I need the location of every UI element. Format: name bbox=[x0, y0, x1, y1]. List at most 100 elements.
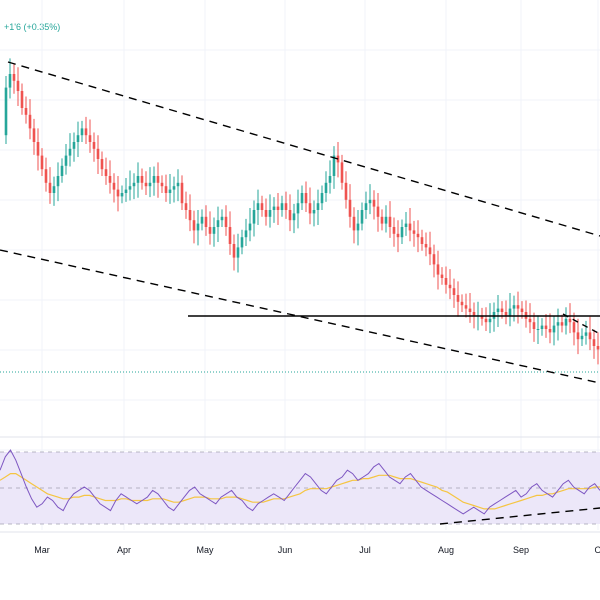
candle-body bbox=[580, 335, 584, 340]
candle-body bbox=[408, 223, 412, 231]
candle-body bbox=[220, 216, 224, 221]
candle-body bbox=[236, 247, 240, 258]
candle-body bbox=[444, 278, 448, 285]
candle-body bbox=[380, 216, 384, 224]
candle-body bbox=[148, 182, 152, 187]
candle-body bbox=[552, 325, 556, 333]
candle-body bbox=[576, 332, 580, 340]
candle-body bbox=[108, 176, 112, 183]
candle-body bbox=[588, 332, 592, 340]
candle-body bbox=[44, 169, 48, 183]
candle-body bbox=[532, 322, 536, 329]
candle-body bbox=[536, 329, 540, 330]
candle-body bbox=[168, 189, 172, 193]
candle-body bbox=[172, 186, 176, 190]
candle-body bbox=[332, 155, 336, 176]
candle-body bbox=[212, 227, 216, 234]
candle-body bbox=[72, 142, 76, 149]
candle-body bbox=[160, 182, 164, 187]
candle-body bbox=[132, 182, 136, 187]
candle-body bbox=[260, 203, 264, 210]
candle-body bbox=[436, 264, 440, 275]
candle-body bbox=[36, 142, 40, 156]
candle-body bbox=[56, 176, 60, 187]
candle-body bbox=[400, 227, 404, 238]
candle-body bbox=[428, 247, 432, 255]
candle-body bbox=[120, 193, 124, 197]
candle-body bbox=[8, 74, 12, 88]
candle-body bbox=[116, 189, 120, 197]
x-tick-label: Sep bbox=[513, 545, 529, 555]
candle-body bbox=[592, 339, 596, 346]
candle-body bbox=[200, 216, 204, 224]
candle-body bbox=[364, 203, 368, 210]
candle-body bbox=[396, 233, 400, 238]
candle-body bbox=[544, 325, 548, 329]
candle-body bbox=[12, 74, 16, 81]
candle-body bbox=[540, 325, 544, 329]
candle-body bbox=[324, 182, 328, 193]
candle-body bbox=[368, 199, 372, 204]
candle-body bbox=[352, 216, 356, 231]
candle-body bbox=[124, 189, 128, 193]
candle-body bbox=[64, 155, 68, 166]
candle-body bbox=[96, 148, 100, 159]
candle-body bbox=[156, 176, 160, 183]
candle-body bbox=[80, 128, 84, 136]
x-tick-label: Aug bbox=[438, 545, 454, 555]
candle-body bbox=[384, 216, 388, 224]
candle-body bbox=[512, 305, 516, 309]
candle-body bbox=[184, 203, 188, 210]
candle-body bbox=[556, 322, 560, 326]
candle-body bbox=[304, 193, 308, 204]
candle-body bbox=[164, 186, 168, 193]
x-tick-label: Jul bbox=[359, 545, 371, 555]
candle-body bbox=[296, 203, 300, 214]
candle-body bbox=[232, 244, 236, 258]
candle-body bbox=[372, 199, 376, 207]
candle-body bbox=[128, 186, 132, 190]
candle-body bbox=[500, 308, 504, 312]
candle-body bbox=[468, 308, 472, 312]
candle-body bbox=[152, 176, 156, 183]
candle-body bbox=[104, 169, 108, 176]
x-tick-label: Jun bbox=[278, 545, 293, 555]
candle-body bbox=[572, 322, 576, 333]
candle-body bbox=[244, 230, 248, 238]
candle-body bbox=[344, 182, 348, 200]
candle-body bbox=[328, 176, 332, 183]
candle-body bbox=[28, 114, 32, 129]
candle-body bbox=[472, 312, 476, 316]
candle-body bbox=[456, 295, 460, 302]
x-tick-label: May bbox=[196, 545, 214, 555]
candle-body bbox=[548, 329, 552, 333]
candle-body bbox=[256, 203, 260, 210]
candle-body bbox=[20, 91, 24, 108]
candle-body bbox=[216, 220, 220, 227]
candle-body bbox=[180, 182, 184, 204]
candle-body bbox=[320, 193, 324, 204]
x-tick-label: Mar bbox=[34, 545, 50, 555]
candle-body bbox=[464, 305, 468, 309]
candle-body bbox=[488, 318, 492, 323]
candle-body bbox=[560, 322, 564, 326]
candle-body bbox=[240, 237, 244, 248]
candle-body bbox=[284, 203, 288, 210]
channel-lower-line bbox=[0, 249, 600, 384]
candle-body bbox=[484, 318, 488, 323]
candle-body bbox=[224, 216, 228, 227]
candle-body bbox=[144, 182, 148, 187]
candle-body bbox=[192, 220, 196, 231]
wedge-line bbox=[562, 313, 600, 335]
candle-body bbox=[460, 301, 464, 306]
candle-body bbox=[520, 308, 524, 312]
candle-body bbox=[412, 230, 416, 234]
candle-body bbox=[288, 210, 292, 221]
candle-body bbox=[596, 346, 600, 350]
candle-body bbox=[388, 216, 392, 227]
candle-body bbox=[276, 206, 280, 210]
rsi-trend-line bbox=[439, 507, 600, 525]
candle-body bbox=[68, 148, 72, 156]
candle-body bbox=[404, 223, 408, 227]
